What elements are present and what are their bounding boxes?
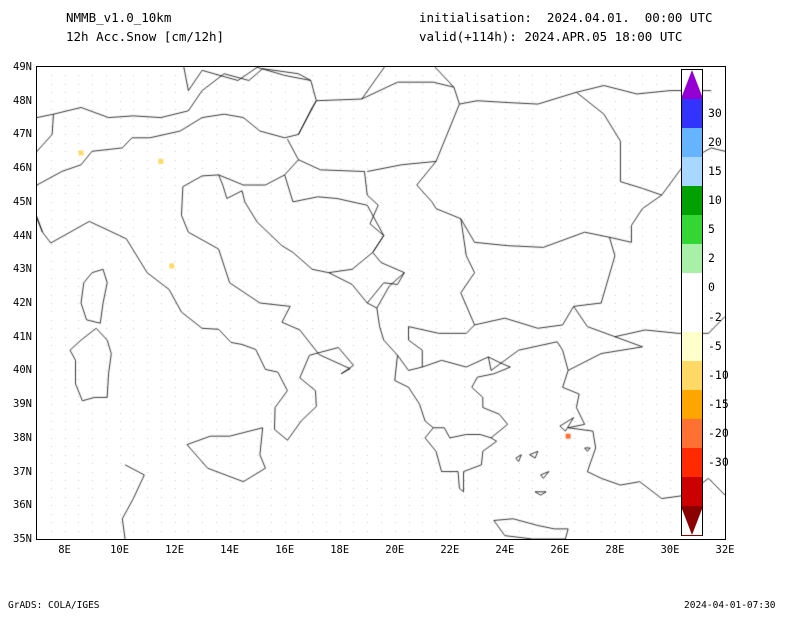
colorbar-segment xyxy=(682,447,702,478)
x-tick-label: 30E xyxy=(660,544,680,556)
x-tick-label: 22E xyxy=(440,544,460,556)
colorbar-tick-label: 15 xyxy=(708,164,722,179)
colorbar-tick-label: 5 xyxy=(708,222,715,237)
colorbar-segment xyxy=(682,273,702,304)
colorbar-tick-label: 20 xyxy=(708,135,722,150)
y-tick-label: 40N xyxy=(13,364,32,377)
footer-timestamp: 2024-04-01-07:30 xyxy=(684,600,776,611)
colorbar-tick-label: -2 xyxy=(708,309,722,324)
colorbar xyxy=(681,69,703,536)
colorbar-segment xyxy=(682,302,702,333)
x-tick-label: 32E xyxy=(715,544,735,556)
colorbar-tick-label: 2 xyxy=(708,251,715,266)
y-tick-label: 45N xyxy=(13,195,32,208)
x-tick-label: 26E xyxy=(550,544,570,556)
colorbar-segment xyxy=(682,99,702,129)
y-tick-label: 49N xyxy=(13,61,32,73)
x-tick-label: 20E xyxy=(385,544,405,556)
y-tick-label: 44N xyxy=(13,229,32,242)
map-plot-area xyxy=(36,66,726,540)
colorbar-segment xyxy=(682,157,702,187)
y-tick-label: 39N xyxy=(13,398,32,411)
field-name: 12h Acc.Snow [cm/12h] xyxy=(66,29,225,44)
valid-time: valid(+114h): 2024.APR.05 18:00 UTC xyxy=(419,29,683,44)
x-tick-label: 28E xyxy=(605,544,625,556)
initialisation-time: initialisation: 2024.04.01. 00:00 UTC xyxy=(419,10,713,25)
page-title: NMMB_v1.0_10km 12h Acc.Snow [cm/12h] xyxy=(66,8,224,46)
x-tick-label: 8E xyxy=(58,544,71,556)
colorbar-tick-label: -5 xyxy=(708,338,722,353)
y-tick-label: 36N xyxy=(13,499,32,512)
colorbar-segment xyxy=(682,389,702,420)
run-info: initialisation: 2024.04.01. 00:00 UTC va… xyxy=(419,8,713,46)
y-tick-label: 43N xyxy=(13,263,32,276)
colorbar-tick-label: -10 xyxy=(708,367,729,382)
y-tick-label: 47N xyxy=(13,128,32,141)
colorbar-segment xyxy=(682,360,702,391)
colorbar-segment xyxy=(682,418,702,449)
y-tick-label: 48N xyxy=(13,94,32,107)
colorbar-bottom-cap xyxy=(682,509,702,535)
footer-credit: GrADS: COLA/IGES xyxy=(8,600,100,611)
colorbar-tick-label: 10 xyxy=(708,193,722,208)
colorbar-segment xyxy=(682,476,702,507)
y-tick-label: 46N xyxy=(13,162,32,175)
x-tick-label: 24E xyxy=(495,544,515,556)
y-tick-label: 38N xyxy=(13,431,32,444)
y-tick-label: 41N xyxy=(13,330,32,343)
model-name: NMMB_v1.0_10km xyxy=(66,10,172,25)
colorbar-segment xyxy=(682,128,702,158)
y-tick-label: 35N xyxy=(13,533,32,545)
colorbar-segment xyxy=(682,244,702,275)
colorbar-segment xyxy=(682,215,702,245)
map-canvas xyxy=(37,67,725,539)
colorbar-tick-label: -15 xyxy=(708,396,729,411)
x-tick-label: 18E xyxy=(330,544,350,556)
colorbar-tick-label: 30 xyxy=(708,106,722,121)
colorbar-tick-label: -30 xyxy=(708,454,729,469)
x-tick-label: 10E xyxy=(110,544,130,556)
x-tick-label: 14E xyxy=(220,544,240,556)
y-tick-label: 42N xyxy=(13,297,32,309)
x-tick-label: 12E xyxy=(165,544,185,556)
colorbar-tick-label: -20 xyxy=(708,425,729,440)
colorbar-tick-label: 0 xyxy=(708,280,715,295)
x-tick-label: 16E xyxy=(275,544,295,556)
colorbar-segment xyxy=(682,331,702,362)
colorbar-segment xyxy=(682,186,702,216)
y-tick-label: 37N xyxy=(13,465,32,478)
colorbar-top-cap xyxy=(682,70,702,96)
